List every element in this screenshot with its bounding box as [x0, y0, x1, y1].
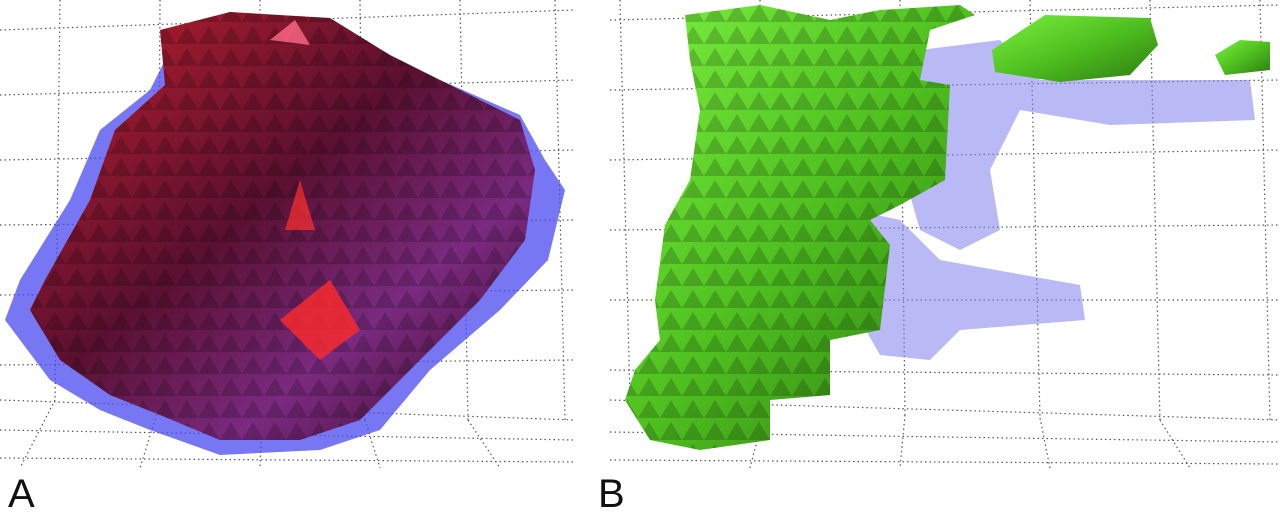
blue-lobe	[900, 40, 1255, 250]
panel-label: A	[8, 472, 35, 516]
green-chunk	[1215, 40, 1270, 75]
highlight	[285, 180, 315, 230]
green-chunk	[992, 15, 1158, 82]
highlight	[280, 280, 360, 360]
red-facets	[30, 12, 535, 440]
highlight	[270, 20, 310, 45]
green-facets	[625, 5, 975, 450]
panel-label: B	[598, 472, 625, 516]
